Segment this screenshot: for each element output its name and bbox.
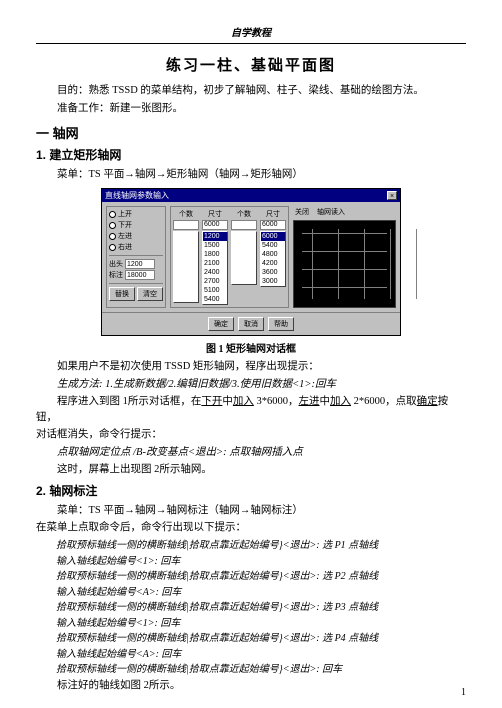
command-line: 输入轴线起始编号<A>: 回车 xyxy=(56,585,466,601)
input-count2[interactable] xyxy=(231,220,257,230)
prompt-line-2: 点取轴网定位点 /B-改变基点<退出>: 点取轴网插入点 xyxy=(57,445,466,462)
intro-prep: 准备工作：新建一张图形。 xyxy=(36,101,466,117)
section-1: 一 轴网 xyxy=(36,123,466,142)
command-line: 拾取预标轴线一侧的横断轴线|拾取点靠近起始编号}<退出>: 选 P2 点轴线 xyxy=(56,569,466,585)
radio-left-in[interactable]: 左进 xyxy=(109,231,163,241)
input-size1[interactable]: 6000 xyxy=(202,220,228,230)
grid-preview xyxy=(293,220,396,308)
list-count2[interactable] xyxy=(231,231,257,285)
prompt-line-1: 生成方法: 1.生成新数据/2.编辑旧数据/3.使用旧数据<1>:回车 xyxy=(57,377,466,394)
page-header: 自学教程 xyxy=(36,24,466,39)
list-item[interactable]: 2700 xyxy=(203,277,227,286)
dialog-left-panel: 上开 下开 左进 右进 出头 标注 替换 清空 xyxy=(106,206,166,308)
para-2: 程序进入到图 1所示对话框，在下开中加入 3*6000，左进中加入 2*6000… xyxy=(36,394,466,426)
para-4: 这时，屏幕上出现图 2所示轴网。 xyxy=(36,462,466,478)
ok-button[interactable]: 确定 xyxy=(208,317,234,331)
section-1-1: 1. 建立矩形轴网 xyxy=(36,146,466,163)
list-item[interactable]: 2400 xyxy=(203,268,227,277)
section-1-2: 2. 轴网标注 xyxy=(36,482,466,499)
cancel-button[interactable]: 取消 xyxy=(238,317,264,331)
list-item[interactable]: 1200 xyxy=(203,232,227,241)
figure-1-caption: 图 1 矩形轴网对话框 xyxy=(36,340,466,355)
command-line: 拾取预标轴线一侧的横断轴线|拾取点靠近起始编号}<退出>: 选 P4 点轴线 xyxy=(56,631,466,647)
para-1: 如果用户不是初次使用 TSSD 矩形轴网，程序出现提示： xyxy=(36,359,466,375)
command-line: 输入轴线起始编号<1>: 回车 xyxy=(56,554,466,570)
dialog-lists: 个数 尺寸 6000 12001500180021002400270051005… xyxy=(170,206,289,308)
list-item[interactable]: 6000 xyxy=(261,232,285,241)
list-size1[interactable]: 12001500180021002400270051005400 xyxy=(202,231,228,305)
list-item[interactable]: 1800 xyxy=(203,250,227,259)
list-item[interactable]: 3600 xyxy=(261,268,285,277)
header-rule xyxy=(36,43,466,44)
dialog-right-panel: 关闭 轴网读入 xyxy=(293,206,396,308)
label-grid-read: 轴网读入 xyxy=(317,207,345,217)
list-item[interactable]: 4200 xyxy=(261,259,285,268)
input-mark[interactable] xyxy=(125,270,155,280)
menu-path-2: 菜单：TS 平面→轴网→轴网标注（轴网→轴网标注） xyxy=(36,503,466,519)
list-count1[interactable] xyxy=(173,231,199,303)
replace-button[interactable]: 替换 xyxy=(109,287,135,301)
close-icon[interactable]: × xyxy=(387,191,397,200)
col-header-size1: 尺寸 xyxy=(208,209,222,219)
dialog-bottom-buttons: 确定 取消 帮助 xyxy=(102,312,400,335)
dialog-figure: 直线轴网参数输入 × 上开 下开 左进 右进 出头 标注 替换 清空 个数 xyxy=(101,188,401,336)
list-item[interactable]: 2100 xyxy=(203,259,227,268)
radio-right-in[interactable]: 右进 xyxy=(109,242,163,252)
list-item[interactable]: 4800 xyxy=(261,250,285,259)
label-close: 关闭 xyxy=(295,207,309,217)
col-header-count1: 个数 xyxy=(179,209,193,219)
dialog-title: 直线轴网参数输入 xyxy=(105,190,169,201)
list-item[interactable]: 5400 xyxy=(203,295,227,304)
para-6: 标注好的轴线如图 2所示。 xyxy=(36,678,466,694)
page-number: 1 xyxy=(461,687,466,698)
dialog-titlebar: 直线轴网参数输入 × xyxy=(102,189,400,202)
command-line: 拾取预标轴线一侧的横断轴线|拾取点靠近起始编号}<退出>: 选 P3 点轴线 xyxy=(56,600,466,616)
list-item[interactable]: 1500 xyxy=(203,241,227,250)
radio-bottom-open[interactable]: 下开 xyxy=(109,220,163,230)
input-out[interactable] xyxy=(125,259,155,269)
dialog-window: 直线轴网参数输入 × 上开 下开 左进 右进 出头 标注 替换 清空 个数 xyxy=(101,188,401,336)
main-title: 练习一柱、基础平面图 xyxy=(36,54,466,75)
command-lines: 拾取预标轴线一侧的横断轴线|拾取点靠近起始编号}<退出>: 选 P1 点轴线输入… xyxy=(36,538,466,678)
field-mark: 标注 xyxy=(109,270,163,280)
input-size2[interactable]: 6000 xyxy=(260,220,286,230)
para-3: 对话框消失，命令行提示： xyxy=(36,427,466,443)
command-line: 输入轴线起始编号<1>: 回车 xyxy=(56,616,466,632)
field-out: 出头 xyxy=(109,259,163,269)
command-line: 拾取预标轴线一侧的横断轴线|拾取点靠近起始编号}<退出>: 选 P1 点轴线 xyxy=(56,538,466,554)
list-item[interactable]: 5100 xyxy=(203,286,227,295)
col-header-count2: 个数 xyxy=(237,209,251,219)
menu-path-1: 菜单：TS 平面→轴网→矩形轴网（轴网→矩形轴网） xyxy=(36,167,466,183)
input-count1[interactable] xyxy=(173,220,199,230)
command-line: 输入轴线起始编号<A>: 回车 xyxy=(56,647,466,663)
para-5: 在菜单上点取命令后，命令行出现以下提示： xyxy=(36,520,466,536)
list-item[interactable]: 3000 xyxy=(261,277,285,286)
clear-button[interactable]: 清空 xyxy=(137,287,163,301)
command-line: 拾取预标轴线一侧的横断轴线|拾取点靠近起始编号}<退出>: 回车 xyxy=(56,662,466,678)
radio-top-open[interactable]: 上开 xyxy=(109,209,163,219)
col-header-size2: 尺寸 xyxy=(266,209,280,219)
intro-purpose: 目的：熟悉 TSSD 的菜单结构，初步了解轴网、柱子、梁线、基础的绘图方法。 xyxy=(36,83,466,99)
help-button[interactable]: 帮助 xyxy=(268,317,294,331)
list-size2[interactable]: 600054004800420036003000 xyxy=(260,231,286,287)
list-item[interactable]: 5400 xyxy=(261,241,285,250)
